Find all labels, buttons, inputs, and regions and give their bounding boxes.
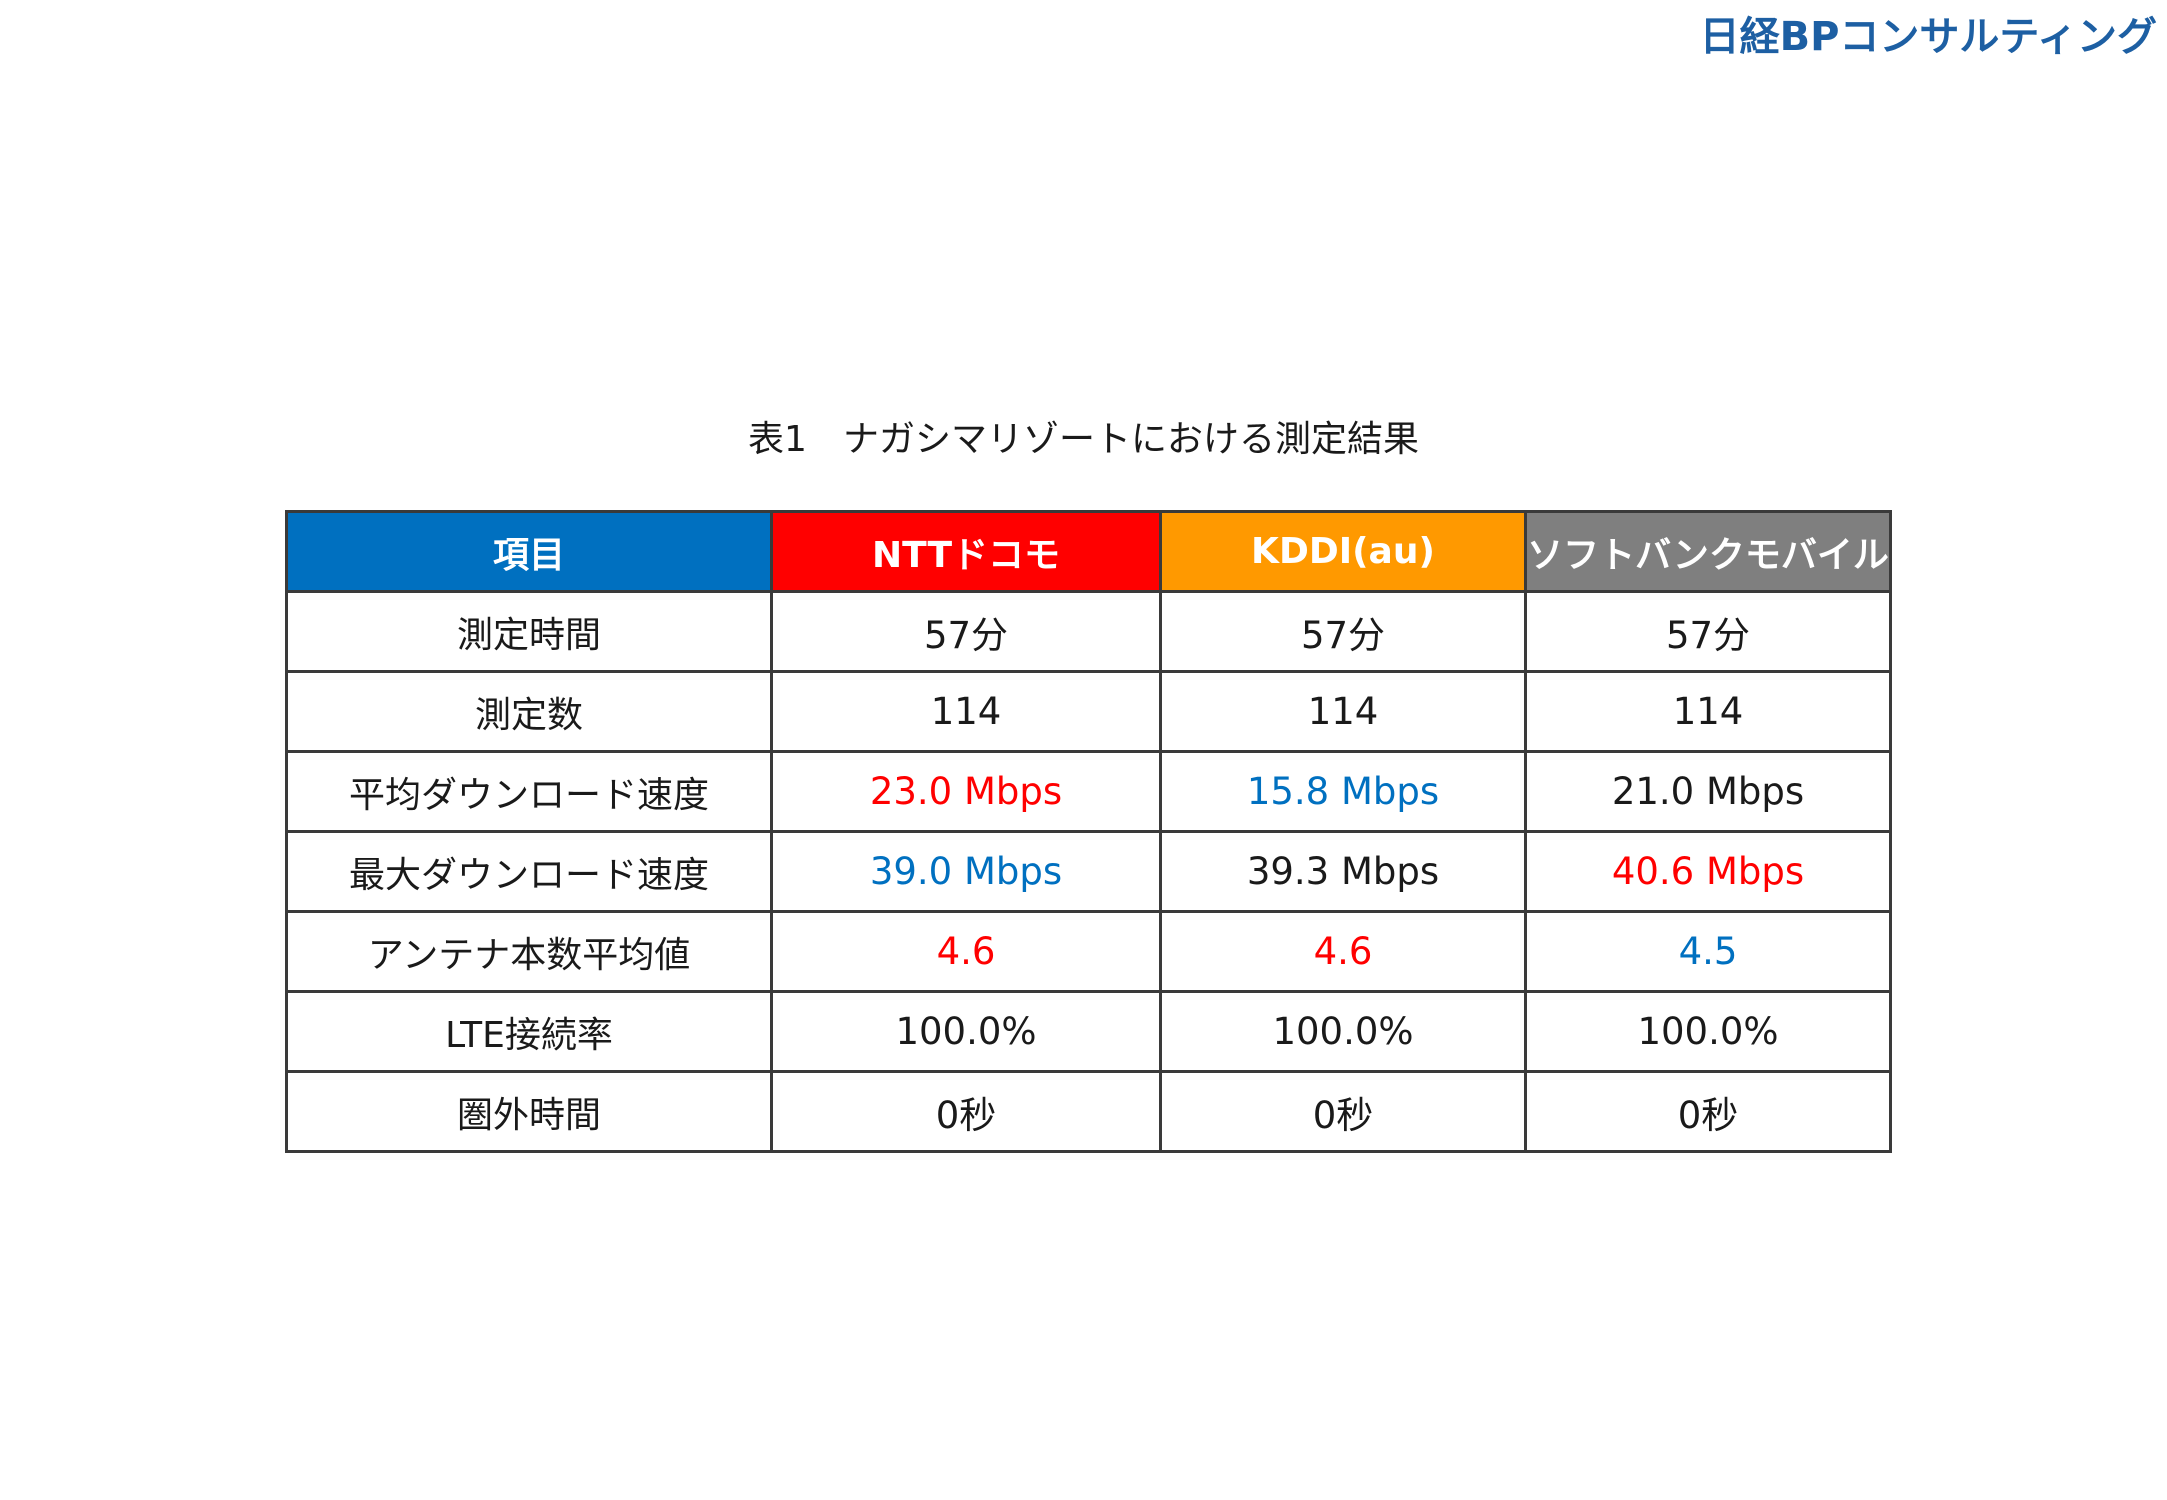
table-title: 表1 ナガシマリゾートにおける測定結果 (748, 419, 1419, 460)
cell-softbank: 4.5 (1524, 910, 1892, 993)
table-row: 圏外時間 0秒 0秒 0秒 (285, 1070, 1892, 1153)
cell-softbank: 21.0 Mbps (1524, 750, 1892, 833)
cell-docomo: 0秒 (770, 1070, 1162, 1153)
header-docomo: NTTドコモ (770, 510, 1162, 593)
cell-softbank: 57分 (1524, 590, 1892, 673)
cell-kddi: 39.3 Mbps (1159, 830, 1527, 913)
cell-docomo: 114 (770, 670, 1162, 753)
results-table: 項目 NTTドコモ KDDI(au) ソフトバンクモバイル 測定時間 57分 5… (285, 510, 1892, 1153)
table-row: 平均ダウンロード速度 23.0 Mbps 15.8 Mbps 21.0 Mbps (285, 750, 1892, 833)
cell-docomo: 23.0 Mbps (770, 750, 1162, 833)
cell-softbank: 100.0% (1524, 990, 1892, 1073)
row-label: 測定数 (285, 670, 773, 753)
cell-softbank: 0秒 (1524, 1070, 1892, 1153)
row-label: 圏外時間 (285, 1070, 773, 1153)
row-label: 平均ダウンロード速度 (285, 750, 773, 833)
cell-softbank: 40.6 Mbps (1524, 830, 1892, 913)
cell-docomo: 4.6 (770, 910, 1162, 993)
row-label: 最大ダウンロード速度 (285, 830, 773, 913)
cell-kddi: 4.6 (1159, 910, 1527, 993)
table-row: LTE接続率 100.0% 100.0% 100.0% (285, 990, 1892, 1073)
table-header-row: 項目 NTTドコモ KDDI(au) ソフトバンクモバイル (285, 510, 1892, 593)
cell-kddi: 114 (1159, 670, 1527, 753)
table-row: 測定数 114 114 114 (285, 670, 1892, 753)
header-item: 項目 (285, 510, 773, 593)
cell-kddi: 15.8 Mbps (1159, 750, 1527, 833)
cell-docomo: 100.0% (770, 990, 1162, 1073)
cell-softbank: 114 (1524, 670, 1892, 753)
row-label: アンテナ本数平均値 (285, 910, 773, 993)
row-label: LTE接続率 (285, 990, 773, 1073)
cell-kddi: 100.0% (1159, 990, 1527, 1073)
cell-kddi: 0秒 (1159, 1070, 1527, 1153)
cell-docomo: 57分 (770, 590, 1162, 673)
brand-logo: 日経BPコンサルティング (1699, 14, 2157, 60)
header-kddi: KDDI(au) (1159, 510, 1527, 593)
table-row: 測定時間 57分 57分 57分 (285, 590, 1892, 673)
table-row: アンテナ本数平均値 4.6 4.6 4.5 (285, 910, 1892, 993)
header-softbank: ソフトバンクモバイル (1524, 510, 1892, 593)
cell-kddi: 57分 (1159, 590, 1527, 673)
cell-docomo: 39.0 Mbps (770, 830, 1162, 913)
table-row: 最大ダウンロード速度 39.0 Mbps 39.3 Mbps 40.6 Mbps (285, 830, 1892, 913)
row-label: 測定時間 (285, 590, 773, 673)
